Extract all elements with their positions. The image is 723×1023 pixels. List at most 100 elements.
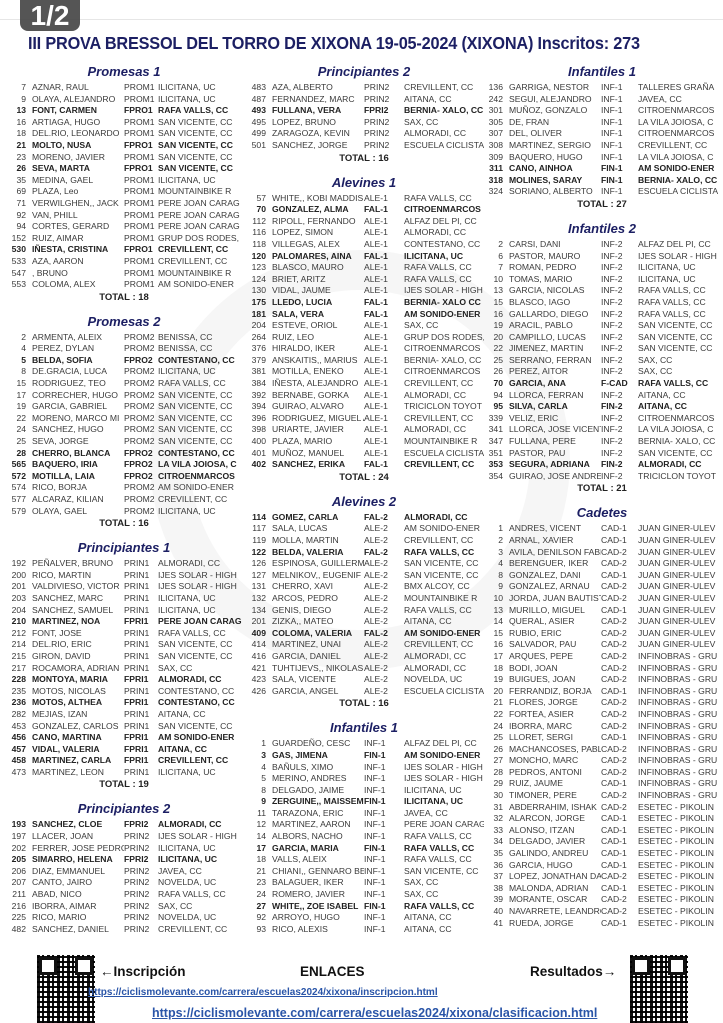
rider-category: PRIN2 xyxy=(364,139,390,150)
rider-number: 214 xyxy=(11,639,26,650)
rider-number: 16 xyxy=(493,639,503,650)
rider-row: 384 IÑESTA, ALEJANDRO ALE-1 CREVILLENT, CC xyxy=(244,378,484,390)
rider-row: 10 TOMAS, MARIO INF-2 ILICITANA, UC xyxy=(481,274,723,286)
rider-number: 307 xyxy=(488,128,503,139)
rider-category: PRIN2 xyxy=(124,889,150,900)
page-indicator-badge: 1/2 xyxy=(20,0,80,31)
rider-name: NAVARRETE, LEANDRO xyxy=(509,906,601,916)
rider-row: 21 FLORES, JORGE CAD-2 INFINOBRAS - GRU xyxy=(481,697,723,709)
rider-name: SIMARRO, HELENA xyxy=(32,854,113,865)
rider-number: 207 xyxy=(11,877,26,888)
rider-category: INF-1 xyxy=(601,151,623,162)
rider-team: ALMORADI, CC xyxy=(638,459,702,470)
rider-row: 152 RUIZ, AIMAR PROM1 GRUP DOS RODES, xyxy=(4,233,244,245)
rider-team: MOUNTAINBIKE R xyxy=(404,592,478,603)
category-section: Infantiles 2 2 CARSI, DANI INF-2 ALFAZ DEL P… xyxy=(481,219,723,496)
rider-row: 16 GALLARDO, DIEGO INF-2 RAFA VALLS, CC xyxy=(481,309,723,321)
rider-row: 308 MARTINEZ, SERGIO INF-1 CREVILLENT, CC xyxy=(481,140,723,152)
rider-name: ARROYO, HUGO xyxy=(272,912,340,923)
rider-team: ALMORADI, CC xyxy=(404,389,467,400)
rider-name: MARTINEZ, AARON xyxy=(272,819,351,830)
rider-category: FAL-1 xyxy=(364,296,388,307)
rider-team: ILICITANA, UC xyxy=(158,93,216,104)
rider-number: 14 xyxy=(493,616,503,627)
rider-category: ALE-1 xyxy=(364,331,388,342)
rider-row: 134 GENIS, DIEGO ALE-2 RAFA VALLS, CC xyxy=(244,605,484,617)
rider-number: 15 xyxy=(493,296,503,307)
qr-code-inscripcion[interactable] xyxy=(37,955,95,1023)
rider-row: 33 ALONSO, ITZAN CAD-1 ESETEC - PIKOLIN xyxy=(481,825,723,837)
clasificacion-link[interactable]: https://ciclismolevante.com/carrera/escu… xyxy=(152,1006,598,1020)
rider-number: 416 xyxy=(251,650,266,661)
rider-category: ALE-1 xyxy=(364,412,388,423)
rider-number: 26 xyxy=(16,163,26,174)
rider-name: RICO, BORJA xyxy=(32,482,87,493)
rider-team: RAFA VALLS, CC xyxy=(158,378,226,389)
rider-category: CAD-2 xyxy=(601,581,627,592)
rider-team: TRICICLON TOYOT xyxy=(638,470,716,481)
rider-number: 396 xyxy=(251,412,266,423)
rider-name: DEL.RIO, ERIC xyxy=(32,639,92,650)
rider-team: IJES SOLAR - HIGH xyxy=(158,569,237,580)
rider-number: 10 xyxy=(493,592,503,603)
rider-category: PROM1 xyxy=(124,151,155,162)
rider-category: PROM1 xyxy=(124,174,155,185)
rider-name: FONT, JOSE xyxy=(32,627,82,638)
rider-number: 22 xyxy=(16,412,26,423)
rider-category: ALE-2 xyxy=(364,604,388,615)
rider-name: SILVA, CARLA xyxy=(509,401,568,412)
rider-row: 92 ARROYO, HUGO INF-1 AITANA, CC xyxy=(244,912,484,924)
rider-category: FPRO2 xyxy=(124,470,153,481)
rider-row: 193 SANCHEZ, CLOE FPRI2 ALMORADI, CC xyxy=(4,819,244,831)
rider-number: 20 xyxy=(493,685,503,696)
rider-name: FULLANA, VERA xyxy=(272,105,342,116)
rider-team: CITROENMARCOS xyxy=(404,366,481,377)
rider-team: JAVEA, CC xyxy=(638,93,682,104)
rider-team: RAFA VALLS, CC xyxy=(404,842,475,853)
rider-category: CAD-2 xyxy=(601,662,627,673)
rider-row: 11 TARAZONA, ERIC INF-1 JAVEA, CC xyxy=(244,808,484,820)
rider-team: BERNIA- XALO, CC xyxy=(638,174,718,185)
rider-number: 379 xyxy=(251,354,266,365)
rider-category: FPRO1 xyxy=(124,163,153,174)
inscripcion-link[interactable]: https://ciclismolevante.com/carrera/escu… xyxy=(88,987,438,998)
rider-number: 92 xyxy=(16,209,26,220)
qr-code-resultados[interactable] xyxy=(630,955,688,1023)
rider-name: GARCIA, NICOLAS xyxy=(509,285,585,296)
rider-number: 206 xyxy=(11,865,26,876)
rider-row: 305 DE, FRAN INF-1 LA VILA JOIOSA, C xyxy=(481,117,723,129)
rider-name: MARTINEZ, NOA xyxy=(32,616,101,627)
category-heading: Principiantes 2 xyxy=(317,64,411,79)
category-total: TOTAL : 18 xyxy=(99,291,149,303)
rider-team: GRUP DOS RODES, xyxy=(158,232,240,243)
rider-row: 456 CANO, MARTINA FPRI1 AM SONIDO-ENER xyxy=(4,732,244,744)
rider-row: 94 CORTES, GERARD PROM1 PERE JOAN CARAG xyxy=(4,221,244,233)
rider-team: INFINOBRAS - GRU xyxy=(638,662,718,673)
rider-number: 426 xyxy=(251,685,266,696)
rider-category: PROM1 xyxy=(124,93,155,104)
rider-row: 216 IBORRA, AIMAR PRIN2 SAX, CC xyxy=(4,901,244,913)
rider-row: 18 VALLS, ALEIX INF-1 RAFA VALLS, CC xyxy=(244,854,484,866)
rider-team: RAFA VALLS, CC xyxy=(638,378,709,389)
category-heading: Promesas 1 xyxy=(87,64,161,79)
rider-name: GIRON, DAVID xyxy=(32,650,91,661)
rider-row: 24 ROMERO, JAVIER INF-1 SAX, CC xyxy=(244,889,484,901)
rider-category: INF-1 xyxy=(364,865,386,876)
rider-name: MARTINEZ, CARLA xyxy=(32,755,112,766)
rider-category: CAD-2 xyxy=(601,801,627,812)
rider-number: 21 xyxy=(16,139,26,150)
rider-name: RUIZ, AIMAR xyxy=(32,232,84,243)
rider-team: SAN VICENTE, CC xyxy=(638,447,713,458)
rider-number: 32 xyxy=(493,813,503,824)
rider-team: CITROENMARCOS xyxy=(404,204,481,215)
category-section: Principiantes 2 483 AZA, ALBERTO PRIN2 CREVI… xyxy=(244,62,484,166)
rider-name: SANCHEZ, CLOE xyxy=(32,819,103,830)
rider-category: PROM1 xyxy=(124,267,155,278)
rider-team: ESETEC - PIKOLIN xyxy=(638,824,714,835)
rider-number: 19 xyxy=(493,320,503,331)
rider-team: INFINOBRAS - GRU xyxy=(638,790,718,801)
rider-category: CAD-2 xyxy=(601,697,627,708)
rider-row: 553 COLOMA, ALEX PROM1 AM SONIDO-ENER xyxy=(4,279,244,291)
rider-row: 473 MARTINEZ, LEON PRIN1 ILICITANA, UC xyxy=(4,767,244,779)
rider-row: 29 RUIZ, JAUME CAD-1 INFINOBRAS - GRU xyxy=(481,778,723,790)
